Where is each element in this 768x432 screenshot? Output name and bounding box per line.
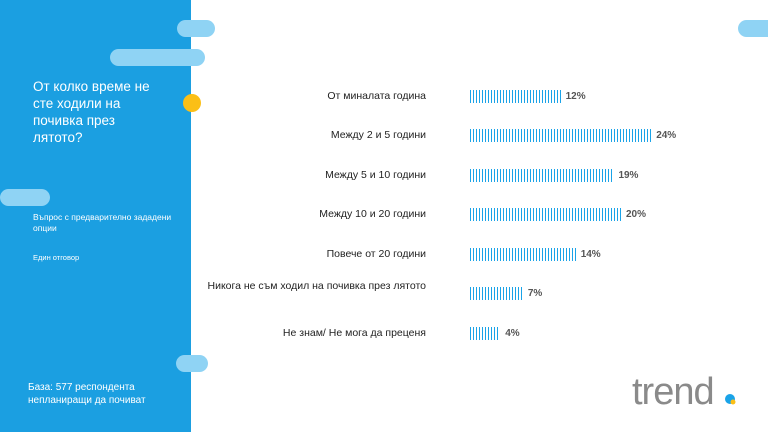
category-label: Между 5 и 10 години [325,169,426,181]
bar [470,286,523,300]
value-label: 14% [580,248,601,260]
decorative-pill [110,49,205,66]
value-label: 4% [505,327,520,339]
decorative-pill [177,20,215,37]
decorative-pill [0,189,50,206]
question-type: Въпрос с предварително зададени опции [33,212,172,233]
trend-logo: trend [632,371,736,411]
value-label: 20% [626,208,647,220]
category-label: От миналата година [327,90,426,102]
category-label: Никога не съм ходил на почивка през лято… [207,280,427,292]
bar [470,128,652,142]
answer-mode: Един отговор [33,253,80,262]
category-label: Между 10 и 20 години [319,208,426,220]
accent-dot [183,94,201,112]
bar [470,168,614,182]
category-label: Между 2 и 5 години [330,129,426,141]
value-label: 24% [656,129,677,141]
value-label: 7% [527,287,543,299]
value-label: 12% [565,90,586,102]
bar [470,89,561,103]
category-label: Повече от 20 години [326,248,426,260]
bar [470,207,621,221]
value-label: 19% [618,169,639,181]
base-note: База: 577 респондента непланиращи да поч… [28,382,146,406]
sidebar-panel [0,0,191,432]
question-title: От колко време не сте ходили на почивка … [33,79,150,145]
category-label: Не знам/ Не мога да преценя [282,327,426,339]
bar [470,247,576,261]
decorative-pill [738,20,768,37]
svg-text:trend: trend [632,371,714,411]
decorative-pill [176,355,208,372]
bar [470,326,501,340]
